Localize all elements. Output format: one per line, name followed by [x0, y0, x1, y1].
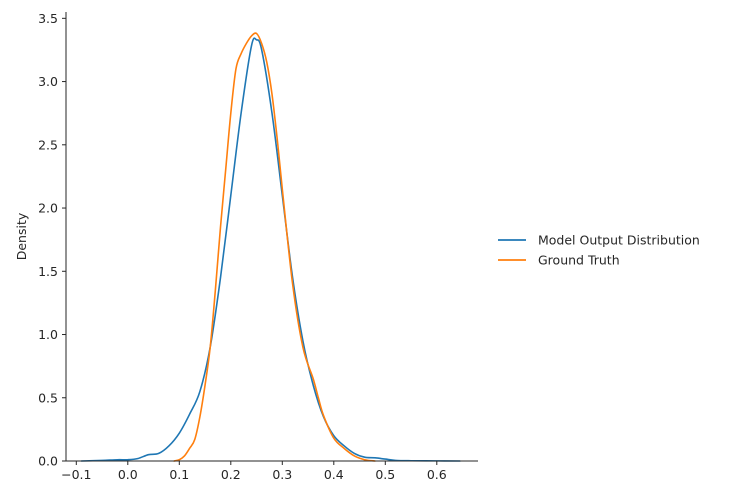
x-tick-label: 0.5 [375, 467, 395, 482]
x-tick-label: 0.4 [324, 467, 344, 482]
x-tick-label: 0.1 [169, 467, 189, 482]
x-tick-label: 0.0 [118, 467, 138, 482]
y-tick-label: 2.0 [38, 201, 58, 216]
y-tick-label: 3.0 [38, 74, 58, 89]
axes [65, 12, 478, 462]
y-tick-label: 2.5 [38, 137, 58, 152]
x-ticks: −0.1 0.0 0.1 0.2 0.3 0.4 0.5 0.6 [61, 461, 447, 482]
series-line-ground-truth [173, 32, 376, 462]
legend-entry-label: Model Output Distribution [538, 233, 700, 248]
x-tick-label: 0.6 [427, 467, 447, 482]
y-tick-label: 1.0 [38, 327, 58, 342]
series-lines [80, 32, 461, 462]
x-tick-label: −0.1 [61, 467, 91, 482]
y-axis-label: Density [14, 212, 29, 260]
y-tick-label: 1.5 [38, 264, 58, 279]
legend: Model Output Distribution Ground Truth [498, 233, 700, 268]
y-tick-label: 3.5 [38, 11, 58, 26]
y-tick-label: 0.5 [38, 390, 58, 405]
legend-entry-label: Ground Truth [538, 253, 620, 268]
y-ticks: 0.0 0.5 1.0 1.5 2.0 2.5 3.0 3.5 [38, 11, 66, 469]
y-tick-label: 0.0 [38, 454, 58, 469]
x-tick-label: 0.2 [221, 467, 241, 482]
series-line-model-output [80, 37, 461, 462]
x-tick-label: 0.3 [272, 467, 292, 482]
